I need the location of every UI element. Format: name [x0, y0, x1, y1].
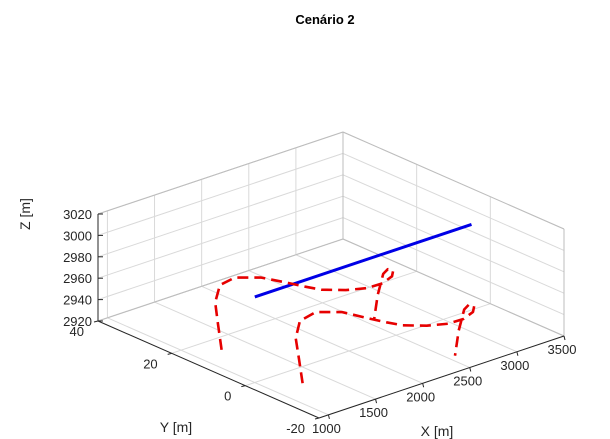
grid-line [107, 317, 329, 416]
grid-line [97, 195, 344, 279]
x-tick [469, 367, 472, 372]
z-tick-label: 3020 [63, 207, 92, 222]
grid-line [201, 285, 423, 384]
grid-line [342, 217, 565, 316]
grid-line [245, 303, 491, 387]
series-line-1 [254, 222, 472, 299]
x-tick [375, 398, 378, 404]
y-tick [167, 352, 172, 355]
x-axis-line [318, 335, 565, 419]
y-axis-label: Y [m] [160, 419, 192, 435]
z-tick-label: 2920 [63, 314, 92, 329]
x-tick-label: 3500 [548, 342, 577, 357]
grid-line [295, 254, 518, 353]
z-tick-label: 2960 [63, 271, 92, 286]
y-tick [314, 417, 320, 420]
series-line-2 [213, 267, 395, 350]
x-tick-label: 1500 [359, 405, 388, 420]
grid-line [97, 174, 344, 258]
box-edge [97, 238, 344, 322]
y-axis-line [97, 320, 320, 419]
y-tick [93, 320, 99, 323]
y-tick-label: 0 [224, 389, 231, 404]
chart-title: Cenário 2 [295, 12, 354, 27]
y-tick-label: 20 [143, 356, 157, 371]
z-axis-label: Z [m] [17, 198, 33, 230]
grid-line [248, 270, 470, 368]
grid [97, 131, 565, 419]
axes-box [97, 131, 565, 419]
y-tick [241, 385, 246, 388]
y-tick-label: 40 [70, 324, 84, 339]
grid-line [342, 152, 565, 251]
x-tick-label: 2500 [453, 374, 482, 389]
grid-line [342, 174, 565, 273]
z-tick-label: 2980 [63, 250, 92, 265]
x-tick [327, 414, 330, 419]
grid-line [154, 301, 376, 400]
series-layer [213, 222, 476, 384]
series-line-3 [294, 303, 476, 384]
box-edge [342, 131, 565, 230]
grid-line [97, 217, 344, 301]
y-tick-label: -20 [286, 421, 305, 436]
grid-line [97, 152, 344, 236]
x-tick [563, 335, 566, 341]
z-tick-label: 2940 [63, 293, 92, 308]
grid-line [342, 195, 565, 294]
x-axis-label: X [m] [421, 423, 454, 439]
x-tick-label: 2000 [406, 389, 435, 404]
x-tick [516, 351, 519, 356]
z-tick-label: 3000 [63, 228, 92, 243]
x-tick [422, 383, 425, 388]
box-edge [97, 131, 344, 215]
x-tick-label: 3000 [500, 358, 529, 373]
x-tick-label: 1000 [312, 421, 341, 436]
